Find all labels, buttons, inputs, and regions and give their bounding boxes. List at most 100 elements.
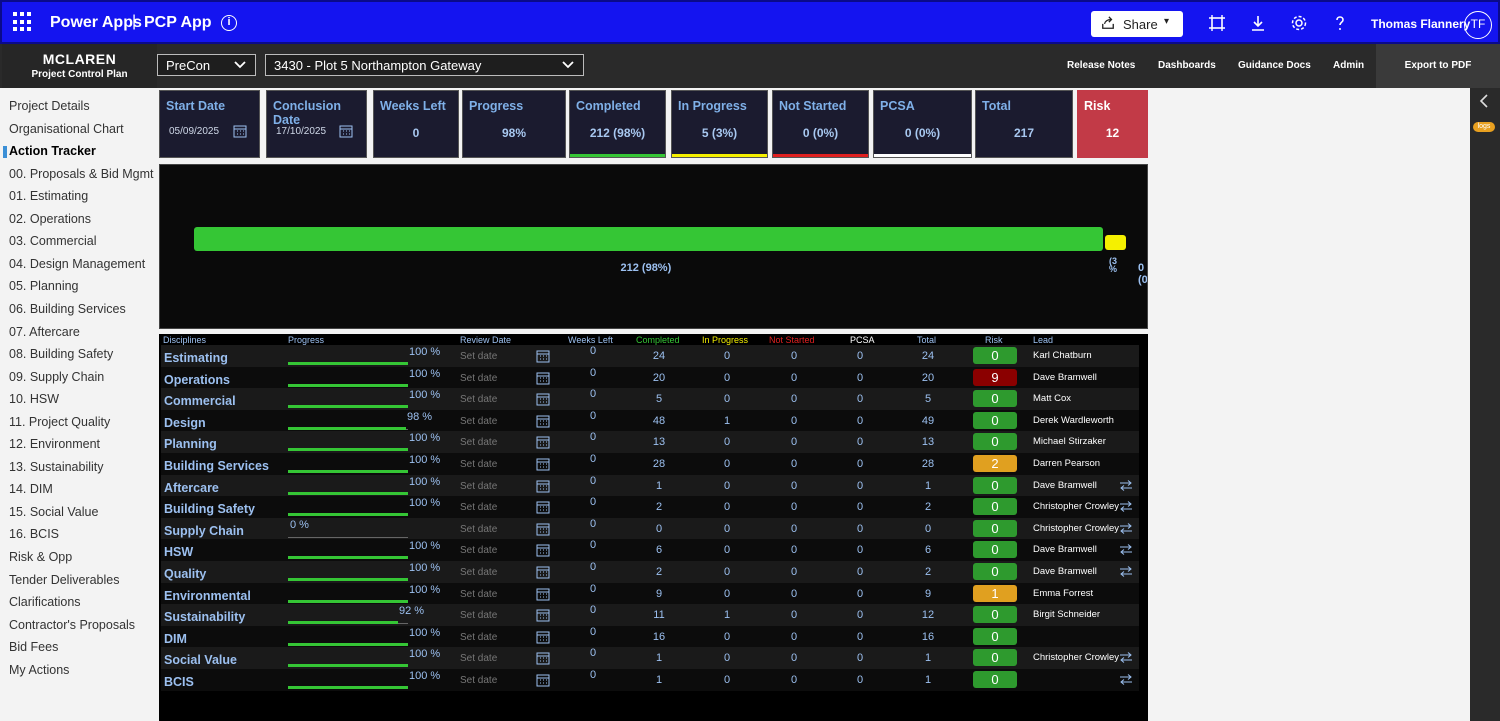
review-date-field[interactable]: Set date <box>460 523 498 535</box>
risk-badge[interactable]: 0 <box>973 541 1017 559</box>
table-row[interactable]: Environmental 100 % Set date 0 9 0 0 0 9 1 Emma Fo… <box>161 582 1139 605</box>
risk-badge[interactable]: 0 <box>973 390 1017 408</box>
sidebar-item[interactable]: 12. Environment <box>9 437 101 452</box>
risk-badge[interactable]: 0 <box>973 606 1017 624</box>
table-row[interactable]: Building Safety 100 % Set date 0 2 0 0 0 2 0 Chris… <box>161 496 1139 518</box>
calendar-icon[interactable] <box>536 457 550 471</box>
calendar-icon[interactable] <box>536 587 550 601</box>
calendar-icon[interactable] <box>536 371 550 385</box>
table-row[interactable]: Supply Chain 0 % Set date 0 0 0 0 0 0 0 Christophe… <box>161 517 1139 540</box>
logs-badge[interactable]: logs <box>1473 122 1495 132</box>
review-date-field[interactable]: Set date <box>460 459 498 470</box>
help-icon[interactable] <box>1331 14 1349 32</box>
sidebar-item[interactable]: 13. Sustainability <box>9 459 104 474</box>
discipline-name[interactable]: DIM <box>164 631 187 646</box>
risk-badge[interactable]: 0 <box>973 671 1017 688</box>
table-row[interactable]: Aftercare 100 % Set date 0 1 0 0 0 1 0 Dave Bramwe… <box>161 474 1139 497</box>
table-row[interactable]: Social Value 100 % Set date 0 1 0 0 0 1 0 Christop… <box>161 647 1139 669</box>
calendar-icon[interactable] <box>536 500 550 514</box>
sidebar-item[interactable]: 14. DIM <box>9 482 53 497</box>
table-row[interactable]: Operations 100 % Set date 0 20 0 0 0 20 9 Dave Bra… <box>161 366 1139 389</box>
sidebar-item[interactable]: My Actions <box>9 662 70 677</box>
risk-badge[interactable]: 0 <box>973 649 1017 667</box>
review-date-field[interactable]: Set date <box>460 480 498 492</box>
export-pdf-button[interactable]: Export to PDF <box>1376 44 1500 88</box>
review-date-field[interactable]: Set date <box>460 545 498 557</box>
table-row[interactable]: Planning 100 % Set date 0 13 0 0 0 13 0 Michael St… <box>161 431 1139 453</box>
risk-badge[interactable]: 9 <box>973 368 1017 386</box>
calendar-icon[interactable] <box>536 543 550 557</box>
sidebar-item[interactable]: 07. Aftercare <box>9 324 80 339</box>
discipline-name[interactable]: Operations <box>164 372 230 387</box>
risk-badge[interactable]: 0 <box>973 347 1017 364</box>
discipline-name[interactable]: Building Safety <box>164 502 255 517</box>
sidebar-item[interactable]: 09. Supply Chain <box>9 369 105 384</box>
risk-badge[interactable]: 0 <box>973 411 1017 429</box>
app-launcher-icon[interactable] <box>13 12 33 32</box>
conclusion-date-value[interactable]: 17/10/2025 <box>276 126 327 137</box>
calendar-icon[interactable] <box>536 435 550 449</box>
review-date-field[interactable]: Set date <box>460 631 498 643</box>
swap-arrows-icon[interactable] <box>1119 479 1133 491</box>
risk-badge[interactable]: 1 <box>973 584 1017 602</box>
swap-arrows-icon[interactable] <box>1119 522 1133 534</box>
table-row[interactable]: Estimating 100 % Set date 0 24 0 0 0 24 0 Karl Cha… <box>161 345 1139 367</box>
risk-badge[interactable]: 0 <box>973 433 1017 451</box>
calendar-icon[interactable] <box>536 608 550 622</box>
review-date-field[interactable]: Set date <box>460 610 498 622</box>
review-date-field[interactable]: Set date <box>460 351 498 362</box>
download-icon[interactable] <box>1249 14 1267 32</box>
discipline-name[interactable]: Social Value <box>164 653 237 668</box>
discipline-name[interactable]: Building Services <box>164 459 269 473</box>
release-notes-link[interactable]: Release Notes <box>1067 60 1136 71</box>
discipline-name[interactable]: Sustainability <box>164 610 246 625</box>
review-date-field[interactable]: Set date <box>460 394 498 406</box>
discipline-name[interactable]: Planning <box>164 437 217 452</box>
guidance-docs-link[interactable]: Guidance Docs <box>1238 60 1311 71</box>
chevron-left-icon[interactable] <box>1478 94 1490 108</box>
table-row[interactable]: BCIS 100 % Set date 0 1 0 0 0 1 0 <box>161 669 1139 691</box>
dashboards-link[interactable]: Dashboards <box>1158 60 1216 71</box>
risk-badge[interactable]: 0 <box>973 519 1017 537</box>
sidebar-item[interactable]: 01. Estimating <box>9 189 89 204</box>
sidebar-item[interactable]: 11. Project Quality <box>9 414 111 429</box>
table-row[interactable]: Sustainability 92 % Set date 0 11 1 0 0 12 0 Birgi… <box>161 604 1139 626</box>
sidebar-item[interactable]: Action Tracker <box>9 144 96 159</box>
share-button[interactable]: Share ▾ <box>1091 11 1183 37</box>
sidebar-item[interactable]: Project Details <box>9 99 90 113</box>
discipline-name[interactable]: Supply Chain <box>164 523 244 538</box>
calendar-icon[interactable] <box>536 349 550 363</box>
sidebar-item[interactable]: 05. Planning <box>9 279 79 294</box>
sidebar-item[interactable]: 10. HSW <box>9 392 60 407</box>
swap-arrows-icon[interactable] <box>1119 652 1133 664</box>
sidebar-item[interactable]: 16. BCIS <box>9 527 60 542</box>
table-row[interactable]: Quality 100 % Set date 0 2 0 0 0 2 0 Dave Bramwell <box>161 561 1139 583</box>
review-date-field[interactable]: Set date <box>460 372 498 384</box>
review-date-field[interactable]: Set date <box>460 675 498 686</box>
calendar-icon[interactable] <box>536 673 550 687</box>
calendar-icon[interactable] <box>339 124 353 138</box>
sidebar-item[interactable]: 02. Operations <box>9 211 91 226</box>
stage-dropdown[interactable]: PreCon <box>157 54 256 76</box>
table-row[interactable]: HSW 100 % Set date 0 6 0 0 0 6 0 Dave Bramwell <box>161 539 1139 561</box>
swap-arrows-icon[interactable] <box>1119 501 1133 513</box>
sidebar-item[interactable]: 00. Proposals & Bid Mgmt <box>9 166 154 181</box>
discipline-name[interactable]: Aftercare <box>164 480 219 495</box>
sidebar-item[interactable]: 04. Design Management <box>9 256 146 271</box>
project-dropdown[interactable]: 3430 - Plot 5 Northampton Gateway <box>265 54 584 76</box>
sidebar-item[interactable]: 06. Building Services <box>9 301 126 316</box>
sidebar-item[interactable]: 15. Social Value <box>9 504 99 519</box>
review-date-field[interactable]: Set date <box>460 567 498 578</box>
sidebar-item[interactable]: Bid Fees <box>9 640 59 655</box>
sidebar-item[interactable]: Contractor's Proposals <box>9 617 136 632</box>
table-row[interactable]: DIM 100 % Set date 0 16 0 0 0 16 0 <box>161 625 1139 648</box>
swap-arrows-icon[interactable] <box>1119 566 1133 577</box>
review-date-field[interactable]: Set date <box>460 653 498 665</box>
swap-arrows-icon[interactable] <box>1119 674 1133 685</box>
sidebar-item[interactable]: 08. Building Safety <box>9 347 114 362</box>
info-icon[interactable]: i <box>221 15 237 31</box>
calendar-icon[interactable] <box>536 651 550 665</box>
calendar-icon[interactable] <box>536 630 550 644</box>
review-date-field[interactable]: Set date <box>460 502 498 514</box>
calendar-icon[interactable] <box>536 414 550 428</box>
